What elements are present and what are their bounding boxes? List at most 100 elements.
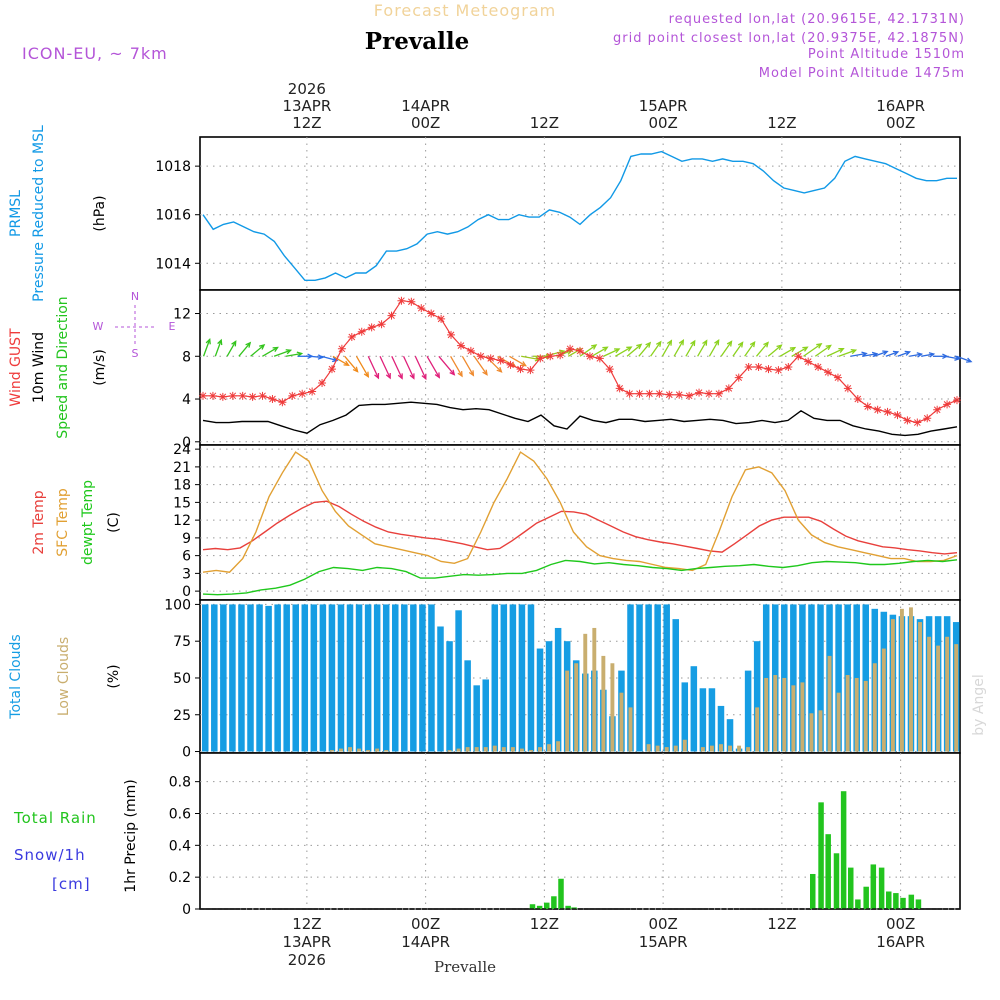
low-cloud-bar (728, 745, 732, 752)
y-tick-label: 15 (173, 495, 191, 511)
wind-arrow-head (374, 373, 380, 380)
compass-west: W (93, 320, 104, 333)
gust-marker (814, 362, 823, 371)
total-cloud-bar (238, 604, 245, 752)
total-cloud-bar (364, 604, 372, 752)
low-cloud-bar (782, 677, 787, 752)
wind-direction-arrow (885, 351, 899, 357)
wind-arrow-head (457, 370, 463, 378)
wind-direction-arrow (226, 341, 237, 357)
wind-direction-arrow (379, 356, 391, 379)
wind-direction-arrow (720, 341, 733, 357)
wind-arrow-head (332, 356, 339, 363)
wind-direction-arrow (803, 343, 822, 357)
panel-label: dewpt Temp (80, 480, 96, 565)
total-cloud-bar (636, 604, 643, 752)
bottom-time-label: 12Z (530, 915, 559, 933)
rain-bar (810, 873, 816, 909)
wind-direction-arrow (367, 356, 379, 379)
gust-marker (635, 389, 644, 398)
y-tick-label: 0.2 (169, 870, 191, 886)
total-cloud-bar (410, 604, 417, 752)
wind-arrow-head (678, 339, 685, 346)
wind-arrow-head (666, 339, 673, 346)
rain-bar (893, 893, 899, 909)
gust-marker (953, 396, 961, 405)
wind-arrow-head (614, 348, 621, 354)
total-cloud-bar (862, 604, 869, 752)
gust-marker (466, 346, 475, 355)
total-cloud-bar (319, 604, 327, 752)
y-tick-label: 0.4 (169, 838, 191, 854)
rain-bar (863, 886, 869, 909)
y-tick-label: 0 (182, 745, 191, 761)
y-tick-label: 75 (173, 634, 191, 650)
wind-arrow-head (352, 366, 359, 373)
gust-marker (506, 360, 515, 369)
wind-arrow-head (602, 346, 609, 352)
wind-arrow-head (231, 340, 237, 347)
gust-marker (447, 330, 456, 339)
low-cloud-bar (556, 741, 561, 752)
wind-arrow-head (789, 346, 797, 353)
gust-marker (655, 389, 664, 398)
low-cloud-bar (474, 747, 479, 752)
y-tick-label: 50 (173, 671, 191, 687)
low-cloud-bar (655, 745, 660, 752)
wind-direction-arrow (238, 342, 251, 357)
wind-arrow-head (434, 372, 441, 379)
panel-unit-label: (C) (106, 512, 122, 533)
total-cloud-bar (681, 682, 689, 752)
wind-direction-arrow (697, 340, 708, 357)
wind-arrow-head (702, 339, 708, 346)
y-tick-label: 18 (173, 478, 191, 494)
point-altitude: Point Altitude 1510m (808, 47, 965, 62)
gust-marker (347, 333, 356, 342)
rain-bar (848, 867, 854, 909)
gridpoint-coordinates: grid point closest lon,lat (20.9375E, 42… (613, 31, 965, 46)
gust-marker (258, 391, 267, 400)
top-time-label: 15APR (639, 97, 688, 115)
low-cloud-bar (719, 744, 723, 752)
rain-bar (870, 864, 877, 909)
wind-direction-arrow (603, 348, 620, 357)
gust-marker (337, 344, 346, 353)
wind-direction-arrow (591, 346, 608, 357)
total-cloud-bar (808, 604, 815, 752)
gust-marker (774, 366, 783, 375)
total-cloud-bar (509, 604, 517, 752)
total-cloud-bar (401, 604, 408, 752)
gust-marker (943, 400, 952, 409)
wind-arrow-head (655, 340, 662, 347)
total-cloud-bar (265, 605, 272, 752)
panel-label: Pressure Reduced to MSL (31, 125, 47, 302)
rain-bar (571, 907, 577, 909)
panel-unit-label: 1hr Precip (mm) (123, 779, 139, 892)
wind-speed-line (202, 401, 958, 437)
low-cloud-bar (619, 692, 624, 752)
wind-arrow-head (343, 360, 350, 367)
wind-direction-arrow (332, 355, 349, 366)
gust-marker (288, 391, 297, 400)
wind-direction-arrow (321, 355, 338, 362)
gust-marker (704, 389, 713, 398)
gust-marker (427, 309, 436, 318)
wind-arrow-head (749, 340, 756, 348)
wind-direction-arrow (202, 339, 211, 357)
compass-east: E (169, 320, 176, 333)
wind-direction-arrow (426, 355, 440, 378)
wind-arrow-head (763, 341, 769, 348)
rain-bar (825, 834, 831, 909)
wind-direction-arrow (402, 356, 415, 379)
gust-marker (576, 346, 584, 355)
wind-direction-arrow (767, 344, 782, 357)
wind-direction-arrow (544, 350, 565, 357)
wind-direction-arrow (944, 355, 960, 360)
bottom-time-label: 00Z (411, 915, 440, 933)
gust-marker (208, 391, 217, 400)
wind-direction-arrow (414, 356, 427, 380)
total-cloud-bar (835, 604, 842, 752)
gust-marker (824, 368, 833, 377)
low-cloud-bar (375, 748, 380, 752)
